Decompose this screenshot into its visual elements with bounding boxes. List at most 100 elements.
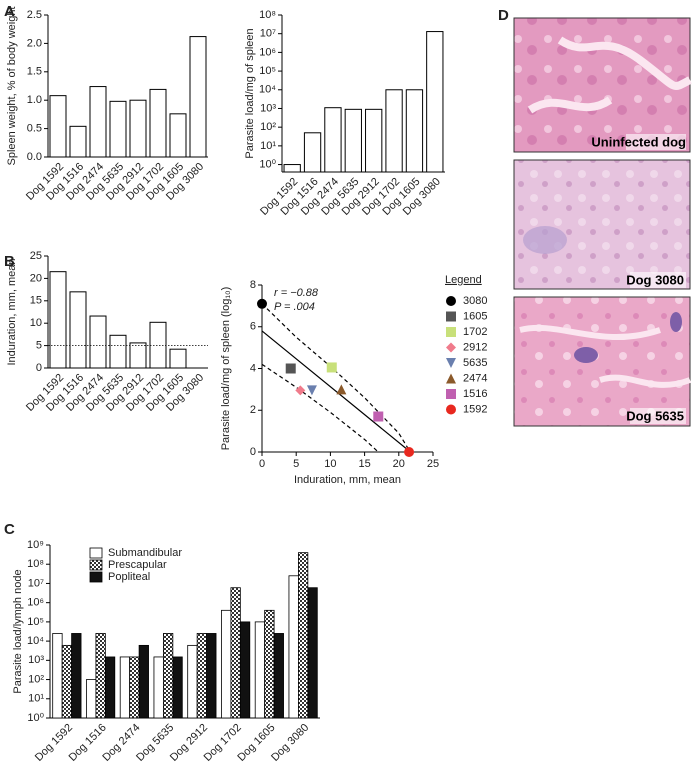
- x-tick-label: 15: [358, 458, 370, 470]
- histology-image: Uninfected dog: [513, 17, 692, 153]
- y-tick-label: 10⁸: [259, 9, 276, 21]
- bar: [344, 108, 362, 173]
- bar: [187, 644, 198, 719]
- legend-swatch: [89, 571, 103, 583]
- point: [404, 447, 415, 457]
- y-tick-label: 10²: [28, 673, 44, 685]
- bar: [109, 100, 127, 158]
- histology-image: Dog 5635: [513, 296, 692, 427]
- bar: [172, 656, 183, 719]
- y-tick-label: 0.5: [27, 123, 42, 135]
- bar: [149, 321, 167, 369]
- bar: [264, 609, 275, 719]
- bar: [69, 125, 87, 158]
- y-tick-label: 10⁸: [27, 558, 44, 570]
- bar: [138, 644, 149, 719]
- bar: [109, 334, 127, 369]
- bar: [104, 656, 116, 719]
- y-tick-label: 10⁴: [27, 635, 44, 647]
- y-tick-label: 10⁴: [259, 84, 276, 96]
- legend-marker: [446, 404, 456, 415]
- bar: [405, 89, 424, 173]
- legend-label: 1516: [463, 388, 487, 400]
- point: [306, 385, 317, 396]
- x-tick-label: 10: [324, 458, 336, 470]
- y-tick-label: 10²: [260, 121, 276, 133]
- bar: [153, 656, 164, 719]
- bar: [69, 291, 87, 369]
- bar: [169, 348, 187, 369]
- point: [326, 362, 337, 373]
- y-tick-label: 20: [30, 272, 42, 284]
- bar: [303, 132, 322, 173]
- y-axis-label: Induration, mm, mean: [6, 259, 18, 366]
- y-tick-label: 10⁶: [259, 46, 276, 58]
- y-tick-label: 0: [36, 362, 42, 374]
- point: [257, 298, 267, 309]
- y-tick-label: 10⁵: [259, 65, 276, 77]
- y-tick-label: 10⁵: [27, 616, 44, 628]
- y-tick-label: 2.5: [27, 9, 42, 21]
- y-tick-label: 2.0: [27, 37, 42, 49]
- bar: [239, 621, 251, 719]
- y-tick-label: 10⁷: [28, 577, 44, 589]
- bar: [61, 644, 73, 719]
- bar: [307, 587, 318, 719]
- bar: [169, 113, 187, 158]
- annotation: r = −0.88: [274, 287, 319, 299]
- bar: [95, 633, 106, 719]
- bar: [273, 633, 284, 719]
- bar: [297, 552, 309, 719]
- bar: [49, 271, 67, 369]
- x-tick-label: 5: [293, 458, 299, 470]
- point: [373, 411, 384, 422]
- y-tick-label: 1.0: [27, 94, 42, 106]
- panel-label: B: [4, 253, 15, 270]
- point: [295, 385, 306, 396]
- bar: [189, 36, 207, 158]
- y-tick-label: 10⁶: [27, 597, 44, 609]
- legend-label: 3080: [463, 295, 487, 307]
- bar: [230, 587, 241, 719]
- legend-marker: [446, 373, 456, 384]
- bar: [52, 633, 63, 719]
- legend-label: Popliteal: [108, 571, 150, 583]
- bar: [129, 656, 140, 719]
- y-tick-label: 10: [30, 317, 42, 329]
- bar: [89, 315, 107, 369]
- legend-marker: [446, 342, 456, 353]
- y-tick-label: 1.5: [27, 66, 42, 78]
- x-tick-label: 20: [393, 458, 405, 470]
- y-tick-label: 0.0: [27, 151, 42, 163]
- y-axis-label: Spleen weight, % of body weight: [6, 7, 18, 166]
- legend-label: 2474: [463, 372, 487, 384]
- bar: [283, 164, 301, 173]
- legend-marker: [446, 358, 456, 368]
- y-tick-label: 0: [250, 446, 256, 458]
- bar: [221, 609, 232, 719]
- legend-label: 1605: [463, 310, 487, 322]
- bar: [365, 108, 383, 173]
- y-tick-label: 2: [250, 404, 256, 416]
- panel-label: A: [4, 3, 15, 20]
- legend-label: Submandibular: [108, 547, 182, 559]
- legend-swatch: [89, 547, 103, 559]
- legend-marker: [446, 389, 456, 399]
- y-tick-label: 10⁰: [259, 158, 276, 170]
- bar: [426, 31, 444, 173]
- y-tick-label: 4: [250, 362, 256, 374]
- point: [336, 384, 347, 395]
- x-tick-label: 0: [259, 458, 265, 470]
- y-tick-label: 8: [250, 279, 256, 291]
- y-axis-label: Parasite load/lymph node: [12, 569, 24, 693]
- legend-label: 1592: [463, 403, 487, 415]
- image-caption: Dog 5635: [626, 408, 684, 423]
- bar: [324, 107, 342, 173]
- y-tick-label: 15: [30, 295, 42, 307]
- bar: [149, 88, 167, 158]
- bar: [196, 633, 207, 719]
- fit-line: [261, 330, 411, 453]
- bar: [129, 99, 147, 158]
- y-axis-label: Parasite load/mg of spleen: [244, 28, 256, 158]
